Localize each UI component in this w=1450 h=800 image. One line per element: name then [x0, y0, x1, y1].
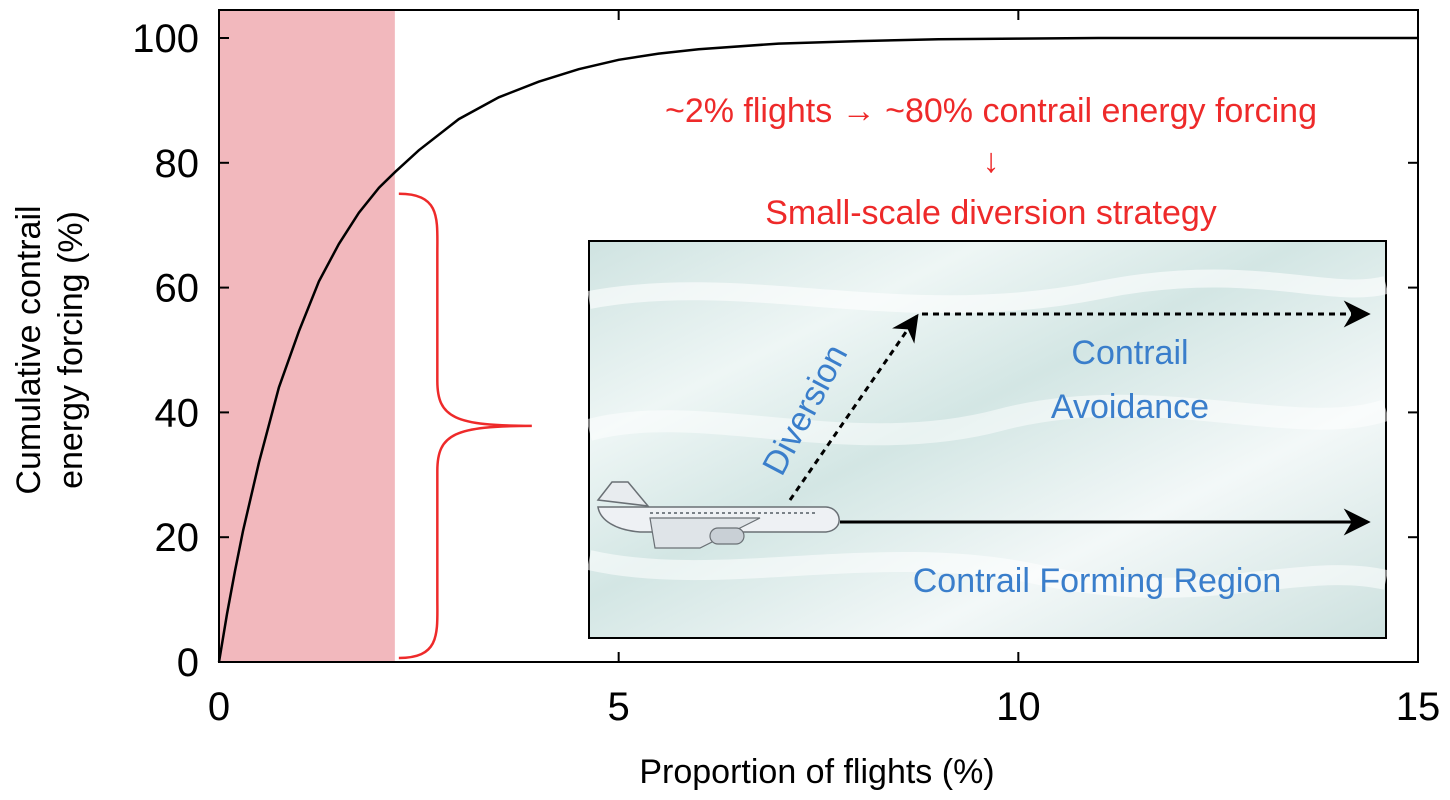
diversion-arrow [788, 313, 919, 501]
airplane-icon [596, 481, 840, 549]
plot-frame [218, 9, 1419, 663]
annotation-line1: ~2% flights → ~80% contrail energy forci… [665, 92, 1317, 130]
y-tick-label: 80 [155, 142, 200, 186]
annotation-line2: Small-scale diversion strategy [765, 194, 1217, 232]
avoidance-label-line1: Contrail [1071, 334, 1188, 372]
x-tick-label: 15 [1396, 685, 1441, 729]
x-axis-label: Proportion of flights (%) [639, 753, 994, 791]
highlight-region [219, 10, 395, 662]
x-tick-label: 0 [208, 685, 230, 729]
y-tick-label: 0 [177, 641, 199, 685]
x-tick-label: 5 [608, 685, 630, 729]
y-tick-label: 60 [155, 267, 200, 311]
avoidance-label-line2: Avoidance [1051, 388, 1209, 426]
y-axis-label-line2: energy forcing (%) [52, 211, 90, 489]
diversion-inset: Diversion Contrail Avoidance Contrail Fo… [586, 240, 1390, 639]
cumulative-curve [217, 36, 1418, 663]
y-axis-label-line1: Cumulative contrail [10, 205, 48, 494]
y-tick-label: 20 [155, 516, 200, 560]
forming-region-label: Contrail Forming Region [913, 562, 1282, 600]
y-tick-label: 100 [132, 17, 199, 61]
y-tick-label: 40 [155, 391, 200, 435]
annotation-arrow: ↓ [983, 142, 1000, 180]
axis-ticks: 0 5 10 15 0 20 40 60 80 100 [132, 10, 1440, 729]
red-brace [398, 192, 532, 660]
x-tick-label: 10 [996, 685, 1041, 729]
